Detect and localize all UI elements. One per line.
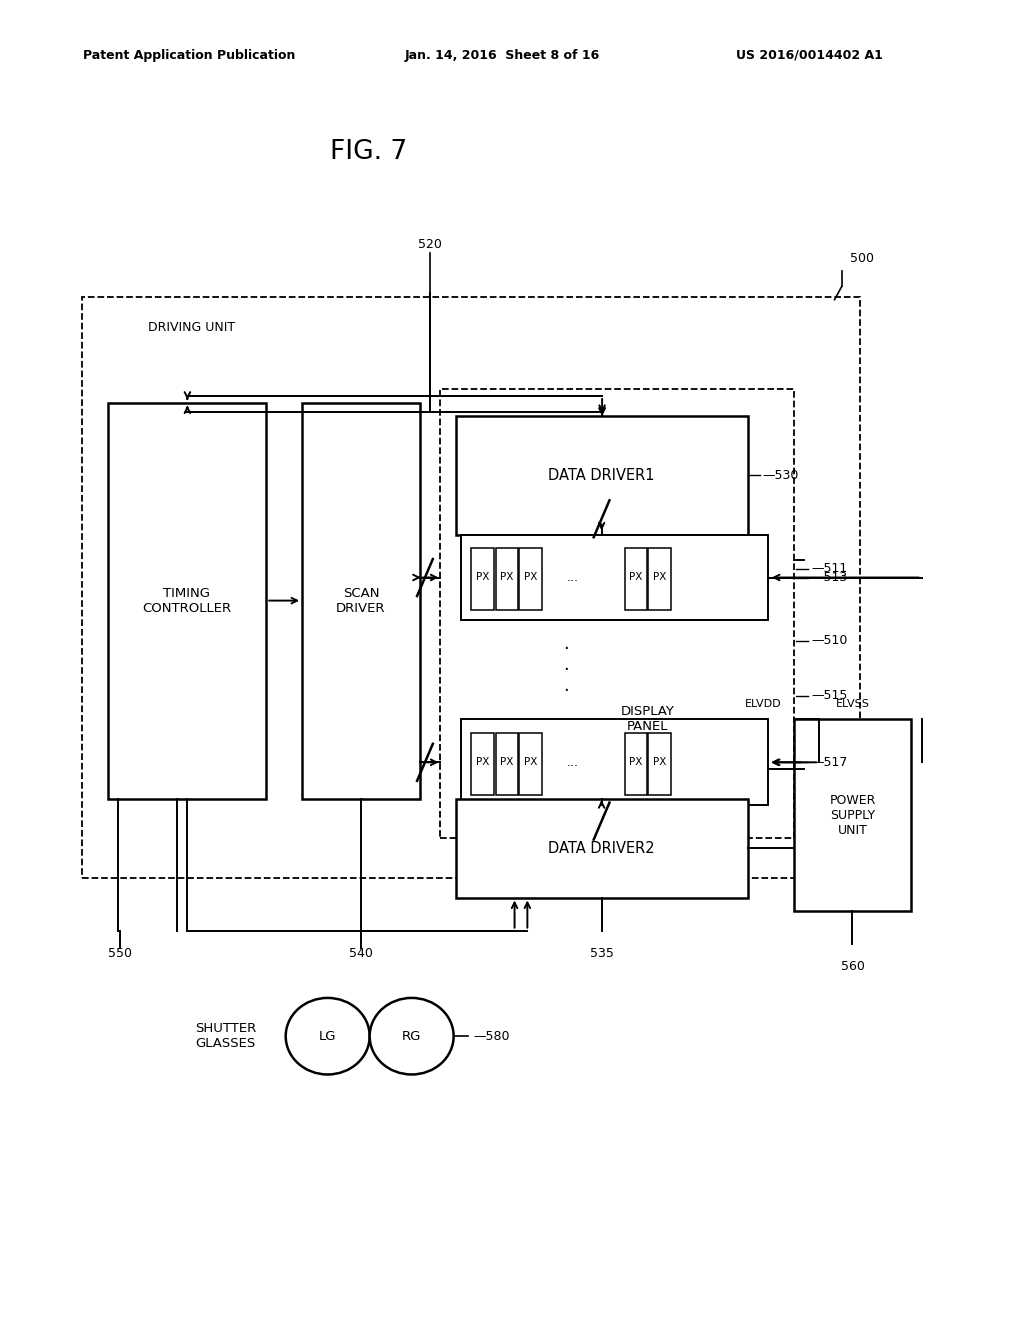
Text: POWER
SUPPLY
UNIT: POWER SUPPLY UNIT (829, 793, 876, 837)
Ellipse shape (370, 998, 454, 1074)
Bar (519, 548, 542, 610)
Text: —580: —580 (473, 1030, 510, 1043)
Bar (496, 733, 518, 795)
Text: ...: ... (566, 756, 579, 768)
Text: 535: 535 (590, 946, 613, 960)
Text: PX: PX (652, 573, 667, 582)
Bar (108, 403, 266, 799)
Bar (648, 548, 671, 610)
Bar (461, 719, 768, 805)
Text: PX: PX (629, 758, 643, 767)
Text: PX: PX (523, 758, 538, 767)
Bar (625, 548, 647, 610)
Text: PX: PX (629, 573, 643, 582)
Text: PX: PX (500, 758, 514, 767)
Text: 550: 550 (109, 946, 132, 960)
Bar (648, 733, 671, 795)
Bar (461, 535, 768, 620)
Text: —510: —510 (811, 634, 848, 647)
Text: —517: —517 (811, 756, 848, 768)
Text: ELVSS: ELVSS (836, 698, 869, 709)
Text: PX: PX (523, 573, 538, 582)
Text: —530: —530 (763, 469, 800, 482)
Ellipse shape (286, 998, 370, 1074)
Text: —511: —511 (811, 562, 847, 576)
Text: PX: PX (475, 573, 489, 582)
Text: US 2016/0014402 A1: US 2016/0014402 A1 (735, 49, 883, 62)
Bar (471, 548, 494, 610)
Bar (794, 719, 911, 911)
Text: DATA DRIVER1: DATA DRIVER1 (548, 467, 655, 483)
Text: FIG. 7: FIG. 7 (330, 139, 408, 165)
Text: ·
·
·: · · · (563, 640, 568, 700)
Text: DISPLAY
PANEL: DISPLAY PANEL (621, 705, 675, 734)
Bar (519, 733, 542, 795)
Text: ELVDD: ELVDD (744, 698, 781, 709)
Text: —515: —515 (811, 689, 848, 702)
Bar (440, 389, 794, 838)
Text: —513: —513 (811, 572, 847, 583)
Text: RG: RG (402, 1030, 421, 1043)
Bar (456, 416, 748, 535)
Text: PX: PX (500, 573, 514, 582)
Bar (302, 403, 420, 799)
Text: Patent Application Publication: Patent Application Publication (83, 49, 296, 62)
Text: DATA DRIVER2: DATA DRIVER2 (548, 841, 655, 855)
Text: 540: 540 (349, 946, 373, 960)
Text: PX: PX (475, 758, 489, 767)
Text: DRIVING UNIT: DRIVING UNIT (148, 321, 236, 334)
Text: Jan. 14, 2016  Sheet 8 of 16: Jan. 14, 2016 Sheet 8 of 16 (404, 49, 599, 62)
Text: TIMING
CONTROLLER: TIMING CONTROLLER (142, 586, 231, 615)
Text: LG: LG (318, 1030, 337, 1043)
Bar (625, 733, 647, 795)
Text: SCAN
DRIVER: SCAN DRIVER (336, 586, 386, 615)
Text: 560: 560 (841, 960, 864, 973)
Bar (471, 733, 494, 795)
Bar (496, 548, 518, 610)
Text: PX: PX (652, 758, 667, 767)
Bar (82, 297, 860, 878)
Text: SHUTTER
GLASSES: SHUTTER GLASSES (195, 1022, 256, 1051)
Text: ...: ... (566, 572, 579, 583)
Bar (456, 799, 748, 898)
Text: 500: 500 (850, 252, 873, 265)
Text: 520: 520 (418, 238, 442, 251)
